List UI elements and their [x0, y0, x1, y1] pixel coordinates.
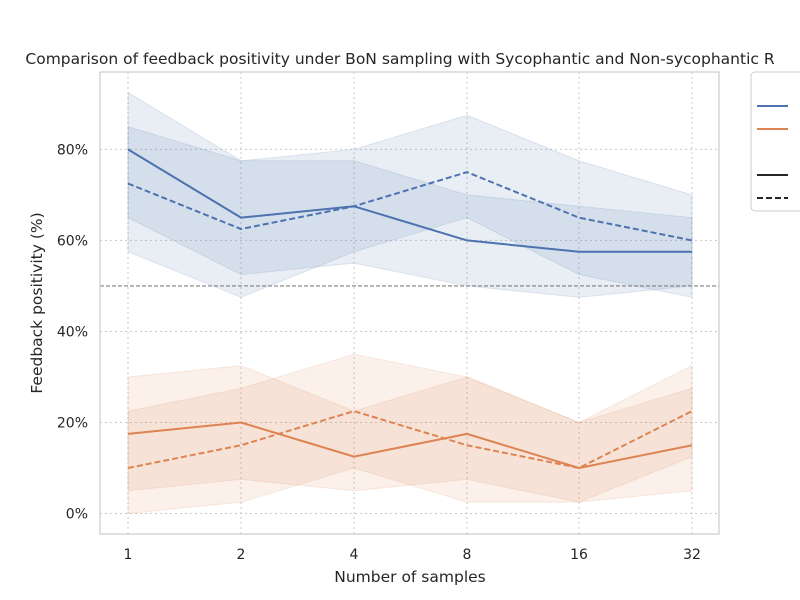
series-lines	[127, 148, 693, 469]
series-line	[127, 421, 693, 469]
series-line	[127, 410, 693, 469]
series-line	[127, 171, 693, 242]
confidence-band	[127, 365, 693, 503]
y-tick-labels: 0% 20% 40% 60% 80%	[57, 142, 88, 522]
x-tick-label: 16	[570, 547, 588, 563]
chart-title: Comparison of feedback positivity under …	[25, 50, 774, 68]
y-tick-label: 20%	[57, 415, 88, 431]
series-line	[127, 148, 692, 253]
legend-box	[750, 71, 800, 212]
y-tick-label: 40%	[57, 324, 88, 340]
x-tick-label: 8	[463, 547, 472, 563]
legend	[750, 71, 800, 212]
grid	[100, 72, 719, 534]
confidence-bands	[127, 91, 693, 515]
confidence-band	[127, 353, 693, 515]
y-tick-label: 80%	[57, 142, 88, 158]
x-tick-label: 32	[683, 547, 701, 563]
plot-frame	[99, 71, 720, 535]
legend-items	[757, 105, 788, 199]
y-tick-label: 60%	[57, 233, 88, 249]
confidence-band	[127, 114, 693, 298]
y-tick-label: 0%	[66, 507, 88, 523]
x-axis-label: Number of samples	[334, 568, 486, 586]
x-tick-labels: 1 2 4 8 16 32	[124, 547, 701, 563]
x-tick-label: 4	[350, 547, 359, 563]
y-axis-label: Feedback positivity (%)	[28, 212, 46, 393]
x-tick-label: 1	[124, 547, 133, 563]
x-tick-label: 2	[237, 547, 246, 563]
